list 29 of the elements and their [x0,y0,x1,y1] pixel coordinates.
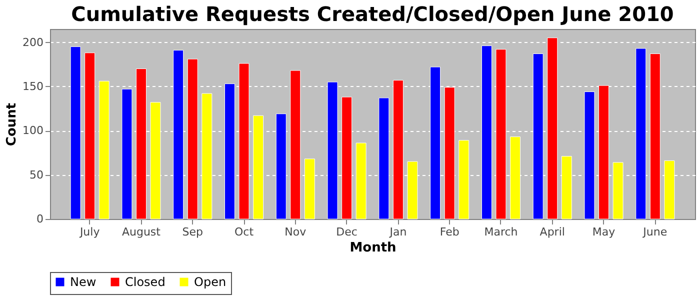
bar [187,58,198,220]
x-tick-label: May [592,226,616,238]
x-tick-label: Sep [182,226,203,238]
y-tick-label: 150 [22,80,44,93]
x-tick-label: August [122,226,162,238]
bar [122,88,132,220]
y-tick-label: 100 [22,124,44,138]
x-tick-label: April [540,226,565,238]
x-tick-label: June [642,226,668,238]
x-tick-label: March [484,226,518,238]
x-tick-label: Feb [440,226,460,238]
legend-label: Open [194,275,226,289]
legend-label: New [70,275,96,289]
bar [290,70,301,220]
x-tick-label: Dec [336,226,358,238]
y-axis-title: Count [4,102,20,146]
x-tick-label: Jan [388,226,407,238]
y-tick-label: 50 [30,168,44,182]
y-tick-label: 0 [36,212,44,226]
x-tick-label: Oct [234,226,254,238]
bar [356,142,366,220]
chart-title: Cumulative Requests Created/Closed/Open June 2010 [71,2,674,26]
x-tick-label: Nov [284,226,307,238]
bar [650,53,660,220]
bar [481,46,492,220]
y-tick-label: 200 [22,36,44,49]
x-tick-label: July [78,226,100,238]
legend-label: Closed [125,275,166,289]
x-axis-title: Month [350,240,396,256]
